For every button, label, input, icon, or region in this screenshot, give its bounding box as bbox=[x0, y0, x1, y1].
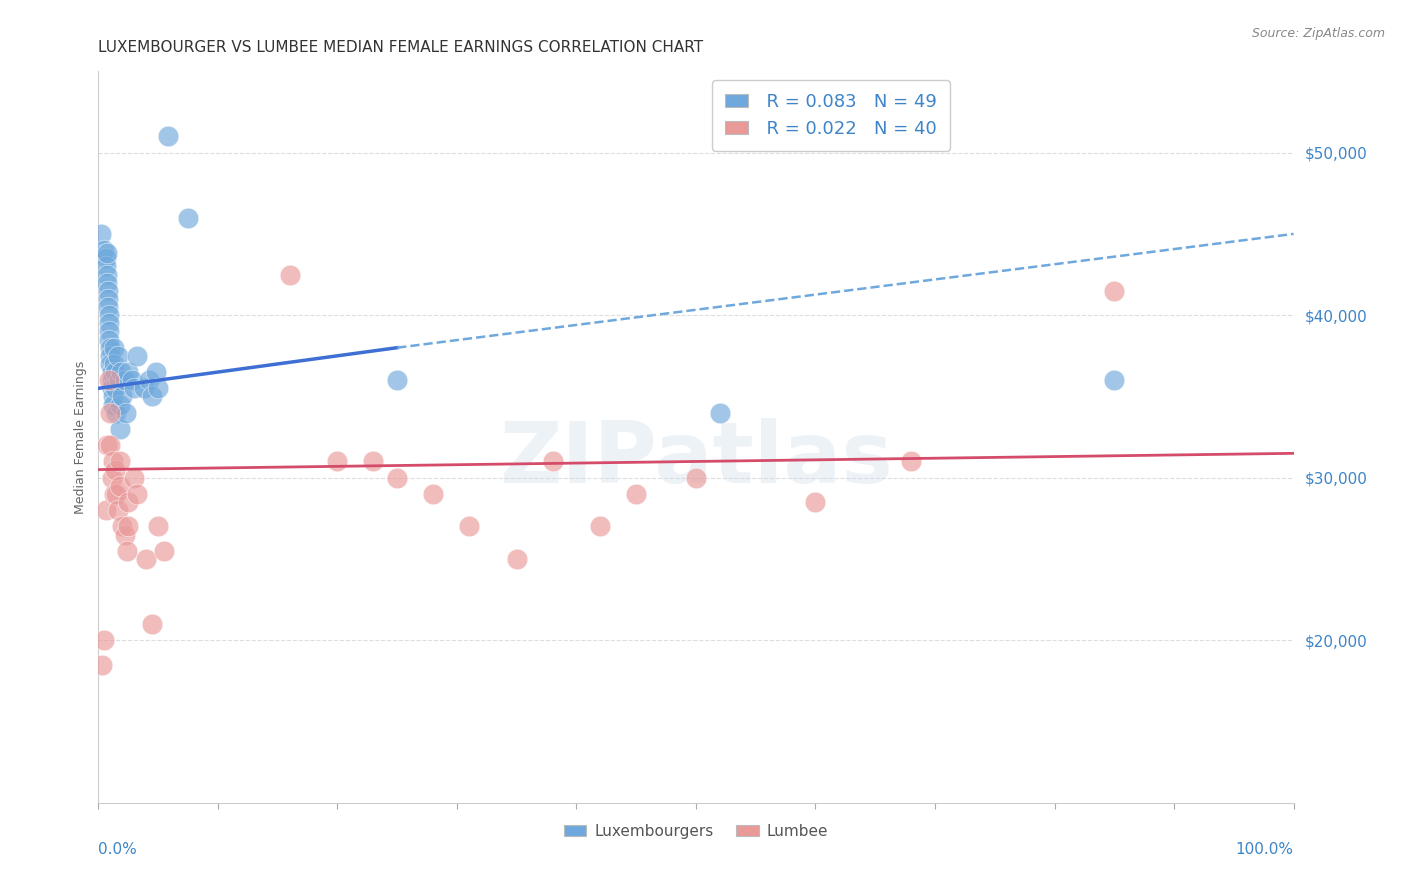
Point bbox=[101, 454, 124, 468]
Point bbox=[121, 373, 143, 387]
Point bbox=[98, 341, 122, 355]
Point bbox=[385, 373, 409, 387]
Point bbox=[125, 487, 148, 501]
Point bbox=[385, 471, 409, 485]
Point bbox=[115, 544, 138, 558]
Point bbox=[148, 519, 170, 533]
Point bbox=[100, 373, 122, 387]
Y-axis label: Median Female Earnings: Median Female Earnings bbox=[75, 360, 87, 514]
Point bbox=[626, 487, 648, 501]
Point bbox=[685, 471, 707, 485]
Point bbox=[804, 495, 827, 509]
Point bbox=[94, 252, 117, 266]
Point bbox=[90, 227, 112, 241]
Point bbox=[132, 381, 155, 395]
Point bbox=[107, 373, 129, 387]
Point bbox=[156, 129, 179, 144]
Point bbox=[506, 552, 529, 566]
Point bbox=[98, 406, 122, 420]
Point bbox=[98, 438, 122, 452]
Point bbox=[125, 349, 148, 363]
Point bbox=[135, 552, 157, 566]
Point bbox=[96, 438, 118, 452]
Point bbox=[900, 454, 922, 468]
Point bbox=[96, 246, 118, 260]
Point bbox=[107, 349, 129, 363]
Point bbox=[115, 406, 138, 420]
Point bbox=[96, 276, 118, 290]
Point bbox=[108, 422, 131, 436]
Point bbox=[97, 300, 120, 314]
Point bbox=[589, 519, 612, 533]
Point bbox=[98, 349, 122, 363]
Point bbox=[104, 381, 127, 395]
Point bbox=[98, 308, 121, 322]
Point bbox=[709, 406, 731, 420]
Point bbox=[94, 260, 117, 274]
Point bbox=[103, 341, 125, 355]
Point bbox=[100, 365, 122, 379]
Point bbox=[124, 381, 146, 395]
Text: 100.0%: 100.0% bbox=[1236, 842, 1294, 856]
Point bbox=[124, 471, 146, 485]
Point bbox=[117, 519, 139, 533]
Point bbox=[458, 519, 481, 533]
Point bbox=[117, 495, 139, 509]
Point bbox=[141, 617, 163, 632]
Point bbox=[114, 527, 136, 541]
Point bbox=[1104, 284, 1126, 298]
Point bbox=[145, 365, 167, 379]
Point bbox=[422, 487, 444, 501]
Point bbox=[93, 633, 115, 648]
Point bbox=[98, 357, 122, 371]
Point bbox=[103, 487, 125, 501]
Point bbox=[100, 471, 122, 485]
Point bbox=[101, 398, 124, 412]
Point bbox=[101, 389, 124, 403]
Point bbox=[98, 373, 121, 387]
Point bbox=[96, 268, 118, 282]
Point bbox=[105, 406, 128, 420]
Text: 0.0%: 0.0% bbox=[98, 842, 138, 856]
Text: ZIPatlas: ZIPatlas bbox=[499, 417, 893, 500]
Point bbox=[105, 487, 128, 501]
Point bbox=[98, 325, 121, 339]
Point bbox=[363, 454, 385, 468]
Point bbox=[108, 479, 131, 493]
Point bbox=[541, 454, 564, 468]
Point bbox=[177, 211, 200, 225]
Point bbox=[93, 243, 115, 257]
Point bbox=[114, 373, 136, 387]
Point bbox=[326, 454, 349, 468]
Point bbox=[98, 316, 121, 330]
Point bbox=[107, 503, 129, 517]
Point bbox=[97, 284, 120, 298]
Point bbox=[141, 389, 163, 403]
Point bbox=[100, 381, 122, 395]
Point bbox=[111, 519, 134, 533]
Text: Source: ZipAtlas.com: Source: ZipAtlas.com bbox=[1251, 27, 1385, 40]
Point bbox=[111, 389, 134, 403]
Point bbox=[108, 454, 131, 468]
Point bbox=[104, 462, 127, 476]
Point bbox=[110, 365, 132, 379]
Point bbox=[278, 268, 301, 282]
Legend: Luxembourgers, Lumbee: Luxembourgers, Lumbee bbox=[555, 816, 837, 847]
Point bbox=[104, 365, 127, 379]
Point bbox=[94, 503, 117, 517]
Text: LUXEMBOURGER VS LUMBEE MEDIAN FEMALE EARNINGS CORRELATION CHART: LUXEMBOURGER VS LUMBEE MEDIAN FEMALE EAR… bbox=[98, 40, 703, 55]
Point bbox=[103, 357, 125, 371]
Point bbox=[138, 373, 160, 387]
Point bbox=[97, 292, 120, 306]
Point bbox=[1104, 373, 1126, 387]
Point bbox=[153, 544, 176, 558]
Point bbox=[108, 398, 131, 412]
Point bbox=[98, 333, 121, 347]
Point bbox=[148, 381, 170, 395]
Point bbox=[117, 365, 139, 379]
Point bbox=[91, 657, 114, 672]
